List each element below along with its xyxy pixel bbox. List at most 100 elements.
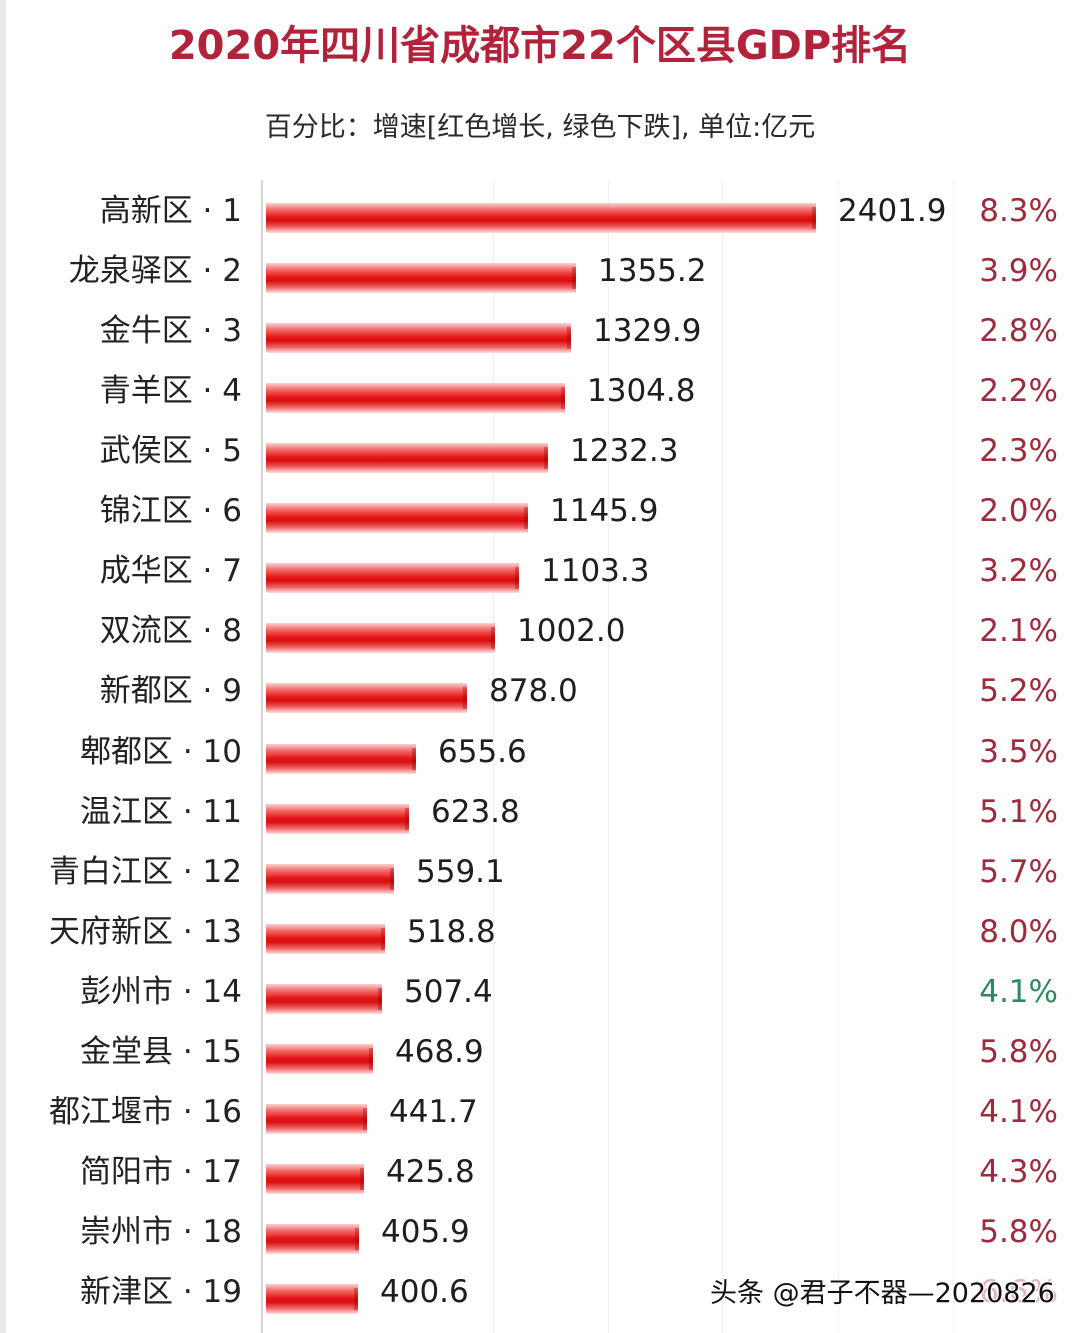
gdp-bar xyxy=(266,1224,359,1255)
category-label: 温江区 · 11 xyxy=(79,793,242,830)
category-label: 武侯区 · 5 xyxy=(99,433,242,470)
gdp-bar xyxy=(266,803,409,834)
gdp-value: 2401.9 xyxy=(838,193,947,229)
gdp-bar xyxy=(266,1163,364,1194)
bar-row: 双流区 · 8 1002.0 2.1% xyxy=(0,602,1080,662)
gdp-value: 1355.2 xyxy=(598,253,707,290)
gdp-bar xyxy=(266,203,816,233)
gridline xyxy=(608,180,609,1333)
gdp-bar xyxy=(266,1103,367,1134)
growth-rate: 5.8% xyxy=(979,1033,1058,1070)
category-label: 天府新区 · 13 xyxy=(48,913,242,950)
gdp-value: 507.4 xyxy=(404,973,493,1010)
gdp-value: 623.8 xyxy=(431,793,520,830)
growth-rate: 6.6% xyxy=(979,1274,1058,1311)
gdp-bar xyxy=(266,623,495,654)
gdp-value: 559.1 xyxy=(416,853,505,890)
category-label: 龙泉驿区 · 2 xyxy=(68,253,242,290)
gdp-bar xyxy=(266,1284,358,1315)
category-label: 彭州市 · 14 xyxy=(79,973,242,1010)
category-label: 郫都区 · 10 xyxy=(79,733,242,770)
category-label: 成华区 · 7 xyxy=(99,553,242,590)
growth-rate: 8.0% xyxy=(979,913,1058,950)
gridline xyxy=(838,180,839,1333)
category-label: 金牛区 · 3 xyxy=(99,313,242,350)
category-label: 金堂县 · 15 xyxy=(79,1033,242,1070)
y-axis-line xyxy=(261,180,263,1333)
category-label: 都江堰市 · 16 xyxy=(48,1093,242,1130)
gdp-value: 425.8 xyxy=(386,1153,475,1190)
gridline xyxy=(953,180,954,1333)
bar-row: 金牛区 · 3 1329.9 2.8% xyxy=(0,302,1080,362)
growth-rate: 4.1% xyxy=(979,973,1058,1010)
gdp-value: 518.8 xyxy=(407,913,496,950)
gridline xyxy=(722,180,723,1333)
category-label: 简阳市 · 17 xyxy=(79,1153,242,1190)
gdp-value: 1145.9 xyxy=(550,493,659,530)
chart-subtitle: 百分比：增速[红色增长, 绿色下跌], 单位:亿元 xyxy=(264,112,816,143)
left-border xyxy=(0,0,6,1333)
bar-row: 锦江区 · 6 1145.9 2.0% xyxy=(0,482,1080,542)
bar-row: 都江堰市 · 16 441.7 4.1% xyxy=(0,1083,1080,1143)
growth-rate: 4.3% xyxy=(979,1153,1058,1190)
category-label: 青羊区 · 4 xyxy=(99,373,242,410)
growth-rate: 2.2% xyxy=(979,373,1058,410)
bar-row: 崇州市 · 18 405.9 5.8% xyxy=(0,1203,1080,1263)
growth-rate: 5.8% xyxy=(979,1214,1058,1251)
gdp-value: 400.6 xyxy=(380,1274,469,1311)
growth-rate: 5.7% xyxy=(979,853,1058,890)
bar-row: 温江区 · 11 623.8 5.1% xyxy=(0,783,1080,843)
gdp-bar xyxy=(266,743,416,774)
category-label: 新津区 · 19 xyxy=(79,1274,242,1311)
bar-row: 郫都区 · 10 655.6 3.5% xyxy=(0,723,1080,783)
bar-row: 成华区 · 7 1103.3 3.2% xyxy=(0,542,1080,602)
bar-row: 金堂县 · 15 468.9 5.8% xyxy=(0,1023,1080,1083)
growth-rate: 2.8% xyxy=(979,313,1058,350)
bar-row: 高新区 · 1 2401.9 8.3% xyxy=(0,182,1080,242)
growth-rate: 5.1% xyxy=(979,793,1058,830)
gdp-bar xyxy=(266,923,385,954)
gdp-value: 441.7 xyxy=(389,1093,478,1130)
growth-rate: 3.2% xyxy=(979,553,1058,590)
gdp-bar xyxy=(266,1043,373,1074)
gdp-value: 878.0 xyxy=(489,673,578,710)
gdp-value: 1002.0 xyxy=(517,613,626,650)
bar-row: 简阳市 · 17 425.8 4.3% xyxy=(0,1143,1080,1203)
category-label: 新都区 · 9 xyxy=(99,673,242,710)
growth-rate: 2.1% xyxy=(979,613,1058,650)
gdp-bar xyxy=(266,983,382,1014)
gdp-value: 468.9 xyxy=(395,1033,484,1070)
category-label: 锦江区 · 6 xyxy=(99,493,242,530)
bar-row: 龙泉驿区 · 2 1355.2 3.9% xyxy=(0,242,1080,302)
chart-title: 2020年四川省成都市22个区县GDP排名 xyxy=(168,23,912,69)
plot-area: 高新区 · 1 2401.9 8.3% 龙泉驿区 · 2 1355.2 3.9% 金牛区 ·… xyxy=(0,180,1080,1333)
gdp-value: 1304.8 xyxy=(587,373,696,410)
gdp-value: 405.9 xyxy=(381,1214,470,1251)
gdp-value: 655.6 xyxy=(438,733,527,770)
growth-rate: 2.0% xyxy=(979,493,1058,530)
growth-rate: 4.1% xyxy=(979,1093,1058,1130)
gdp-bar xyxy=(266,683,467,714)
gdp-bar xyxy=(266,863,394,894)
growth-rate: 8.3% xyxy=(979,193,1058,229)
bar-row: 武侯区 · 5 1232.3 2.3% xyxy=(0,422,1080,482)
bar-row: 青羊区 · 4 1304.8 2.2% xyxy=(0,362,1080,422)
watermark: 头条 @君子不器—2020826 xyxy=(710,1278,1055,1309)
gdp-bar xyxy=(266,563,519,594)
gdp-bar xyxy=(266,383,565,414)
gdp-bar xyxy=(266,323,571,354)
growth-rate: 5.2% xyxy=(979,673,1058,710)
gdp-bar xyxy=(266,443,548,474)
gdp-bar xyxy=(266,263,576,294)
category-label: 双流区 · 8 xyxy=(99,613,242,650)
category-label: 崇州市 · 18 xyxy=(79,1214,242,1251)
growth-rate: 3.9% xyxy=(979,253,1058,290)
category-label: 高新区 · 1 xyxy=(99,193,242,229)
gdp-bar xyxy=(266,503,528,534)
growth-rate: 2.3% xyxy=(979,433,1058,470)
bar-row: 天府新区 · 13 518.8 8.0% xyxy=(0,903,1080,963)
gdp-value: 1232.3 xyxy=(570,433,679,470)
growth-rate: 3.5% xyxy=(979,733,1058,770)
bar-row: 彭州市 · 14 507.4 4.1% xyxy=(0,963,1080,1023)
gdp-value: 1329.9 xyxy=(593,313,702,350)
